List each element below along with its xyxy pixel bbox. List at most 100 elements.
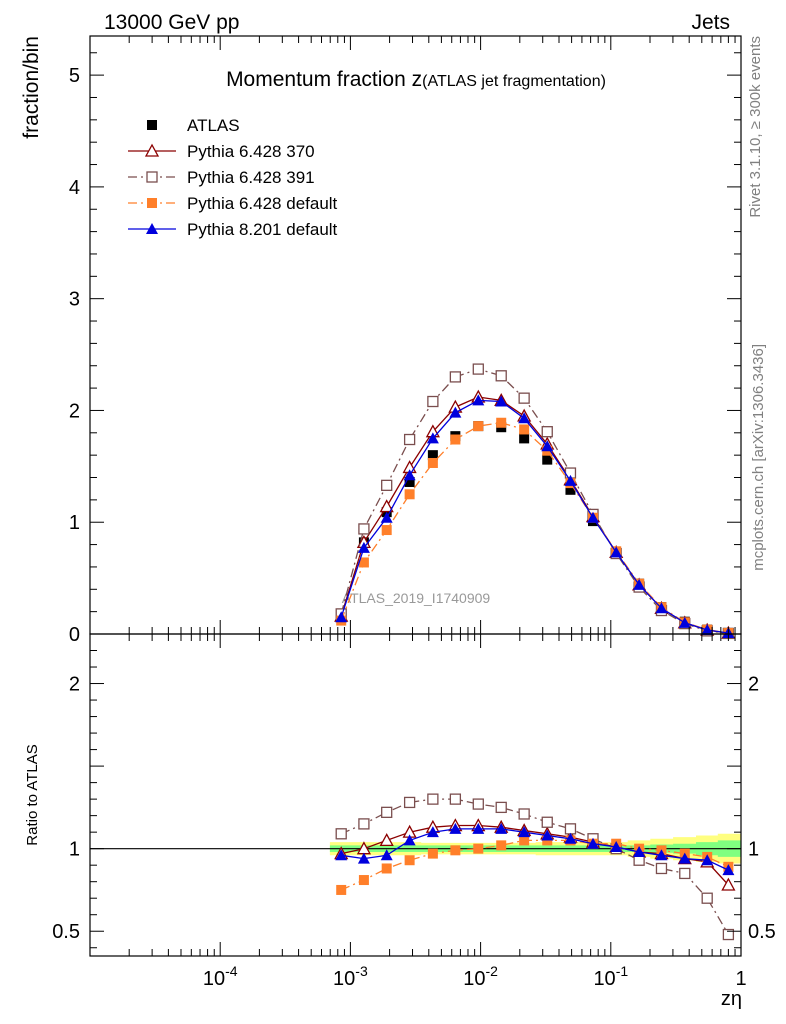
ratio-data-point [427,848,438,859]
main-data-point [335,611,348,623]
main-data-point [449,406,462,418]
x-tick-label: 10-2 [463,963,498,990]
main-data-point [541,426,553,438]
ratio-y-tick-label-left: 0.5 [52,921,80,943]
ratio-data-point [722,864,735,876]
legend-marker [147,120,157,130]
main-data-point [427,457,438,468]
legend-marker [146,171,158,183]
ratio-data-point [449,822,462,834]
ratio-data-point [335,849,348,861]
ratio-data-point [450,845,461,856]
ratio-data-point [541,816,553,828]
ratio-data-point [335,828,347,840]
ratio-data-point [495,822,508,834]
ratio-data-point [564,832,577,844]
ratio-data-point [403,834,416,846]
main-data-point [381,525,392,536]
main-title: Momentum fraction z(ATLAS jet fragmentat… [226,68,606,91]
legend-label: Pythia 6.428 default [187,194,338,213]
legend-marker [147,198,157,208]
ratio-data-point [380,849,393,861]
ratio-data-point [679,867,691,880]
ratio-data-point [678,852,691,864]
rivet-version-label: Rivet 3.1.10, ≥ 300k events [747,36,764,218]
ratio-data-point [610,841,623,853]
main-data-point [495,370,507,382]
main-data-point [358,557,369,568]
ratio-data-point [495,801,507,814]
main-y-tick-label: 1 [69,512,80,534]
legend-entry-2: Pythia 6.428 391 [128,168,315,187]
main-y-tick-label: 5 [69,65,80,87]
ratio-y-tick-label-left: 1 [69,839,80,861]
legend-entry-3: Pythia 6.428 default [128,194,338,213]
ratio-data-point [496,840,507,851]
main-data-point [404,489,415,500]
legend-marker [146,223,158,234]
legend-label: Pythia 6.428 391 [187,168,315,187]
ratio-data-point [701,892,713,904]
main-series-4 [335,394,735,638]
ratio-data-point [655,862,668,875]
legend-label: Pythia 8.201 default [187,220,338,239]
main-data-point [518,412,531,424]
main-y-tick-label: 3 [69,289,80,311]
ratio-data-point [379,833,394,847]
main-y-tick-label: 2 [69,400,80,422]
ratio-y-tick-label-right: 2 [748,674,759,696]
main-data-point [519,424,530,435]
main-data-point [358,523,370,535]
ratio-data-point [358,875,369,886]
legend-label: Pythia 6.428 370 [187,142,315,161]
main-data-point [404,476,415,487]
main-data-point [403,469,416,481]
main-data-point [565,484,576,495]
mcplots-reference-label: mcplots.cern.ch [arXiv:1306.3436] [750,344,767,571]
main-data-point [518,392,530,404]
header-left: 13000 GeV pp [104,11,239,34]
x-tick-label: 10-4 [203,963,238,990]
ratio-data-point [381,806,393,818]
ratio-plot-frame [89,633,742,957]
header-right: Jets [691,11,730,34]
ratio-y-tick-label-right: 0.5 [748,921,776,943]
main-data-point [381,479,393,491]
main-y-tick-label: 4 [69,177,80,199]
ratio-data-point [449,793,462,805]
ratio-data-point [701,854,714,866]
ratio-series-3 [335,822,735,876]
ratio-data-point [655,849,668,861]
main-data-point [587,511,600,523]
main-data-point [403,433,416,446]
ratio-data-point [518,826,531,838]
main-data-point [473,421,484,432]
ratio-data-point [587,837,600,849]
ratio-data-point [722,928,735,941]
main-data-point [426,432,439,444]
ratio-data-point [357,852,370,864]
ratio-data-point [427,793,439,805]
ratio-data-point [473,843,484,854]
legend-entry-4: Pythia 8.201 default [128,220,338,239]
legend-label: ATLAS [187,116,240,135]
ratio-data-point [336,884,347,895]
ratio-data-point [633,845,646,857]
ratio-data-point [564,823,577,835]
main-data-point [541,440,554,452]
main-data-point [380,511,393,523]
main-data-point [472,363,484,375]
ratio-y-tick-label-right: 1 [748,839,759,861]
ratio-data-point [518,808,530,820]
main-data-point [542,454,553,465]
main-y-tick-label: 0 [69,624,80,646]
main-data-point [496,417,507,428]
main-data-point [519,433,530,444]
x-tick-label: 1 [735,968,746,990]
main-data-point [427,395,439,408]
ratio-data-point [519,835,530,846]
ratio-data-point [472,798,484,810]
ratio-data-point [404,855,415,866]
ratio-series-layer [334,793,736,941]
